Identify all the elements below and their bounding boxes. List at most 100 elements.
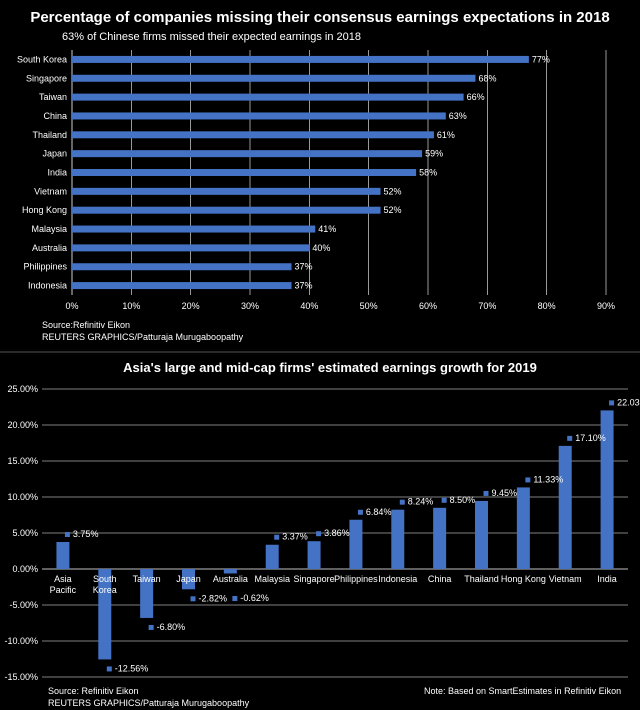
chart2-y-tick: 5.00%	[12, 528, 38, 538]
chart2-value-label: -2.82%	[199, 593, 228, 603]
chart2-bar	[56, 542, 70, 569]
chart1-x-tick-labels: 0% 10% 20% 30% 40% 50% 60% 70% 80% 90%	[65, 301, 615, 311]
chart1-category-label: India	[47, 168, 67, 178]
chart2-bar	[558, 445, 572, 569]
chart2-credit: REUTERS GRAPHICS/Patturaja Murugaboopath…	[48, 698, 250, 708]
chart2-label-marker	[148, 624, 154, 630]
chart1-value-label: 52%	[384, 186, 402, 196]
chart1-x-tick: 50%	[360, 301, 378, 311]
chart2-category-label: Indonesia	[378, 574, 417, 584]
chart1-x-tick: 60%	[419, 301, 437, 311]
chart1-value-label: 37%	[295, 281, 313, 291]
chart1-value-label: 37%	[295, 262, 313, 272]
chart2-y-tick: 10.00%	[7, 492, 38, 502]
chart2-label-marker	[399, 499, 405, 505]
chart2-bars	[56, 410, 614, 660]
chart1-category-label: Thailand	[32, 130, 67, 140]
chart2-category-label: Malaysia	[254, 574, 290, 584]
chart2-category-label: South	[93, 574, 117, 584]
chart1-source: Source:Refinitiv Eikon	[42, 320, 130, 330]
chart2-label-marker	[274, 534, 280, 540]
chart2-y-tick: -5.00%	[9, 600, 38, 610]
chart2-y-tick: -15.00%	[4, 672, 38, 682]
chart2-category-label: China	[428, 574, 452, 584]
chart1-category-label: Australia	[32, 243, 67, 253]
chart2-value-labels: 3.75% -12.56% -6.80% -2.82% -0.62% 3.37% 3.86%…	[73, 397, 640, 673]
chart1-category-label: Taiwan	[39, 92, 67, 102]
chart2-label-marker	[441, 497, 447, 503]
chart2-bar	[433, 507, 447, 569]
chart2-value-label: -6.80%	[157, 622, 186, 632]
chart1-value-label: 59%	[425, 149, 443, 159]
chart2-label-markers	[64, 400, 615, 672]
chart2-value-label: -12.56%	[115, 663, 149, 673]
chart2-category-label: Thailand	[464, 574, 499, 584]
chart2-category-label: Korea	[93, 585, 117, 595]
chart1-x-tick: 90%	[597, 301, 615, 311]
chart2-label-marker	[190, 596, 196, 602]
chart2-value-label: 17.10%	[575, 433, 606, 443]
chart1-value-label: 41%	[318, 224, 336, 234]
chart1-category-label: South Korea	[17, 54, 67, 64]
chart2-category-label: Pacific	[50, 585, 77, 595]
chart2-y-tick: 15.00%	[7, 456, 38, 466]
chart1-value-label: 66%	[467, 92, 485, 102]
chart1-bar	[72, 112, 446, 120]
chart1-bar	[72, 187, 381, 195]
chart2-bar	[600, 410, 614, 569]
chart1-category-label: Vietnam	[34, 186, 67, 196]
chart2-gridlines	[42, 388, 628, 678]
chart1-bar	[72, 263, 292, 271]
chart2-category-label: Japan	[176, 574, 201, 584]
chart1-category-label: Singapore	[26, 73, 67, 83]
chart2-value-label: 22.03%	[617, 397, 640, 407]
chart1-x-tick: 40%	[300, 301, 318, 311]
chart2-label-marker	[232, 596, 238, 601]
chart1-x-tick: 10%	[122, 301, 140, 311]
chart2-y-tick: 0.00%	[12, 564, 38, 574]
chart1-value-labels: 77% 68% 66%63% 61% 59% 58% 52% 52% 41% 40% 37% 37%	[295, 54, 550, 290]
chart2-bar	[223, 569, 237, 574]
chart1-value-label: 77%	[532, 54, 550, 64]
chart2-category-label: Singapore	[294, 574, 335, 584]
chart2-category-label: Australia	[213, 574, 248, 584]
chart2-y-tick: 20.00%	[7, 420, 38, 430]
chart1-bar	[72, 244, 310, 252]
chart1-bar	[72, 282, 292, 290]
chart1-value-label: 61%	[437, 130, 455, 140]
chart2-source: Source: Refinitiv Eikon	[48, 686, 139, 696]
chart1-bar	[72, 74, 476, 82]
chart1-credit: REUTERS GRAPHICS/Patturaja Murugaboopath…	[42, 332, 244, 342]
chart2-bar	[182, 569, 195, 590]
chart2-value-label: 8.24%	[408, 497, 434, 507]
chart1-x-tick: 80%	[538, 301, 556, 311]
chart2-bar	[349, 519, 363, 569]
chart2-bar	[265, 544, 279, 569]
chart1-subtitle: 63% of Chinese firms missed their expect…	[62, 31, 361, 43]
chart2-label-marker	[357, 509, 363, 515]
chart2-bar	[98, 569, 112, 660]
chart1-value-label: 63%	[449, 111, 467, 121]
chart2-category-label: Vietnam	[549, 574, 582, 584]
chart1-category-label: Philippines	[23, 262, 67, 272]
chart2-value-label: 11.33%	[533, 474, 563, 484]
chart2-category-label: Philippines	[334, 574, 378, 584]
chart2-label-marker	[316, 531, 322, 537]
chart2-y-tick: -10.00%	[4, 636, 38, 646]
chart1-bar	[72, 150, 423, 158]
chart1-value-label: 58%	[419, 168, 437, 178]
chart1-bar	[72, 225, 316, 233]
chart1-category-label: Indonesia	[28, 281, 67, 291]
chart2-bar	[475, 500, 488, 569]
chart2-label-marker	[106, 666, 112, 672]
chart1-bar	[72, 131, 434, 139]
chart2-label-marker	[483, 490, 489, 496]
chart2-bar	[516, 487, 530, 569]
chart1-value-label: 52%	[384, 205, 402, 215]
chart1-category-label: Japan	[42, 149, 67, 159]
chart2-value-label: 6.84%	[366, 507, 392, 517]
chart1-category-label: Malaysia	[31, 224, 67, 234]
chart2-category-label: Hong Kong	[501, 574, 546, 584]
